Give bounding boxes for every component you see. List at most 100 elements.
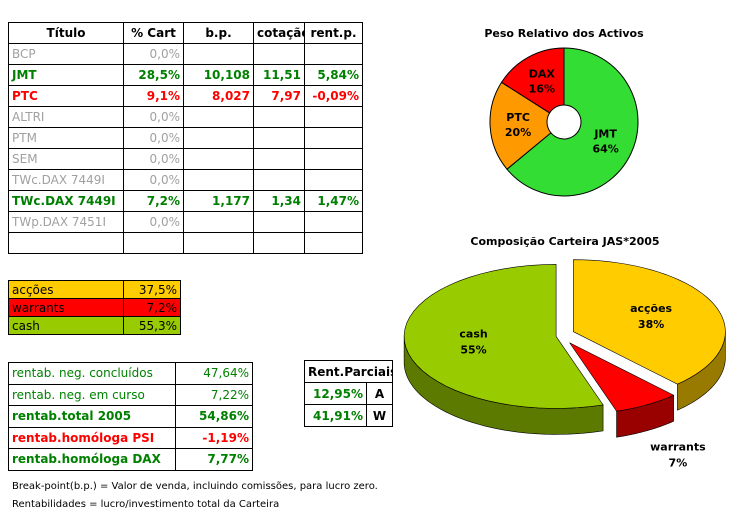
cell: 7,22% bbox=[175, 383, 253, 406]
table-row: 12,95% A bbox=[304, 382, 394, 405]
cell: 12,95% bbox=[304, 382, 367, 405]
cell bbox=[304, 43, 363, 65]
cell: ALTRI bbox=[8, 106, 124, 128]
cell bbox=[123, 232, 184, 254]
cell: 0,0% bbox=[123, 127, 184, 149]
table-row: cash 55,3% bbox=[8, 316, 181, 335]
cell bbox=[304, 211, 363, 233]
table-row: Título% Cart b.p. cotação rent.p. bbox=[8, 22, 363, 44]
cell: rentab.total 2005 bbox=[8, 405, 176, 428]
note: Break-point(b.p.) = Valor de venda, incl… bbox=[12, 481, 378, 492]
cell bbox=[8, 232, 124, 254]
cell: SEM bbox=[8, 148, 124, 170]
cell: 0,0% bbox=[123, 43, 184, 65]
cell: TWc.DAX 7449I bbox=[8, 190, 124, 212]
header-cell: Título bbox=[8, 22, 124, 44]
cell bbox=[253, 211, 305, 233]
note: Rentabilidades = lucro/investimento tota… bbox=[12, 499, 280, 510]
cell: PTC bbox=[8, 85, 124, 107]
table-row: SEM 0,0% bbox=[8, 148, 363, 170]
chart-title: Composição Carteira JAS*2005 bbox=[470, 235, 659, 248]
table-row bbox=[8, 232, 363, 254]
slice-value: 16% bbox=[529, 83, 555, 96]
cell: 11,51 bbox=[253, 64, 305, 86]
cell bbox=[304, 127, 363, 149]
cell bbox=[304, 148, 363, 170]
slice-top bbox=[569, 342, 675, 412]
cell: 0,0% bbox=[123, 211, 184, 233]
table-row: TWc.DAX 7449I 0,0% bbox=[8, 169, 363, 191]
cell: 0,0% bbox=[123, 148, 184, 170]
cell: -1,19% bbox=[175, 426, 253, 449]
slice-value: 7% bbox=[669, 457, 688, 470]
allocation-table: acções 37,5% warrants 7,2% cash 55,3% bbox=[8, 280, 181, 335]
cell: -0,09% bbox=[304, 85, 363, 107]
table-row: ALTRI 0,0% bbox=[8, 106, 363, 128]
table-row: TWp.DAX 7451I 0,0% bbox=[8, 211, 363, 233]
cell bbox=[253, 232, 305, 254]
slice-label: PTC bbox=[506, 111, 530, 124]
cell: JMT bbox=[8, 64, 124, 86]
cell: PTM bbox=[8, 127, 124, 149]
slice-label: cash bbox=[459, 328, 487, 341]
slice-label: acções bbox=[630, 302, 672, 315]
cell: 0,0% bbox=[123, 106, 184, 128]
cell: rentab.homóloga DAX bbox=[8, 448, 176, 471]
cell: 41,91% bbox=[304, 404, 367, 427]
slice-top bbox=[403, 264, 604, 409]
cell bbox=[253, 148, 305, 170]
cell: 54,86% bbox=[175, 405, 253, 428]
cell: TWp.DAX 7451I bbox=[8, 211, 124, 233]
cell: 7,97 bbox=[253, 85, 305, 107]
table-row: rentab.homóloga PSI -1,19% bbox=[8, 426, 253, 449]
cell bbox=[183, 106, 254, 128]
cell bbox=[183, 211, 254, 233]
table-row: TWc.DAX 7449I 7,2% 1,177 1,34 1,47% bbox=[8, 190, 363, 212]
table-row: JMT 28,5% 10,108 11,51 5,84% bbox=[8, 64, 363, 86]
cell: W bbox=[365, 404, 394, 427]
cell: 7,77% bbox=[175, 448, 253, 471]
cell: 1,177 bbox=[183, 190, 254, 212]
cell: rentab. neg. concluídos bbox=[8, 362, 176, 385]
partial-returns-table: Rent.Parciais 12,95% A 41,91% W bbox=[303, 360, 394, 427]
slice-label: DAX bbox=[529, 68, 556, 81]
cell: rentab. neg. em curso bbox=[8, 383, 176, 406]
cell: A bbox=[365, 382, 394, 405]
table-row: PTC 9,1% 8,027 7,97 -0,09% bbox=[8, 85, 363, 107]
table-row: PTM 0,0% bbox=[8, 127, 363, 149]
donut-slice bbox=[500, 47, 565, 114]
cell: 47,64% bbox=[175, 362, 253, 385]
header-cell: Rent.Parciais bbox=[303, 360, 394, 383]
cell bbox=[253, 169, 305, 191]
cell: 0,0% bbox=[123, 169, 184, 191]
cell bbox=[253, 43, 305, 65]
donut-slice bbox=[506, 47, 639, 197]
cell: rentab.homóloga PSI bbox=[8, 426, 176, 449]
header-cell: rent.p. bbox=[304, 22, 363, 44]
cell: TWc.DAX 7449I bbox=[8, 169, 124, 191]
cell: acções bbox=[8, 280, 124, 299]
cell bbox=[183, 148, 254, 170]
table-row: rentab. neg. concluídos 47,64% bbox=[8, 362, 253, 385]
slice-value: 64% bbox=[592, 143, 618, 156]
cell bbox=[253, 106, 305, 128]
table-row: warrants 7,2% bbox=[8, 298, 181, 317]
portfolio-table: Título% Cart b.p. cotação rent.p. BCP 0,0% JMT… bbox=[8, 22, 363, 254]
slice-label: warrants bbox=[650, 441, 706, 454]
cell: 5,84% bbox=[304, 64, 363, 86]
header-cell: cotação bbox=[253, 22, 305, 44]
cell bbox=[253, 127, 305, 149]
cell bbox=[183, 127, 254, 149]
cell: 10,108 bbox=[183, 64, 254, 86]
cell: warrants bbox=[8, 298, 124, 317]
table-row: rentab.homóloga DAX 7,77% bbox=[8, 448, 253, 471]
cell: 9,1% bbox=[123, 85, 184, 107]
table-row: 41,91% W bbox=[304, 404, 394, 427]
chart-title: Peso Relativo dos Activos bbox=[484, 27, 644, 40]
table-row: acções 37,5% bbox=[8, 280, 181, 299]
cell: 37,5% bbox=[123, 280, 181, 299]
cell: 8,027 bbox=[183, 85, 254, 107]
cell bbox=[304, 106, 363, 128]
